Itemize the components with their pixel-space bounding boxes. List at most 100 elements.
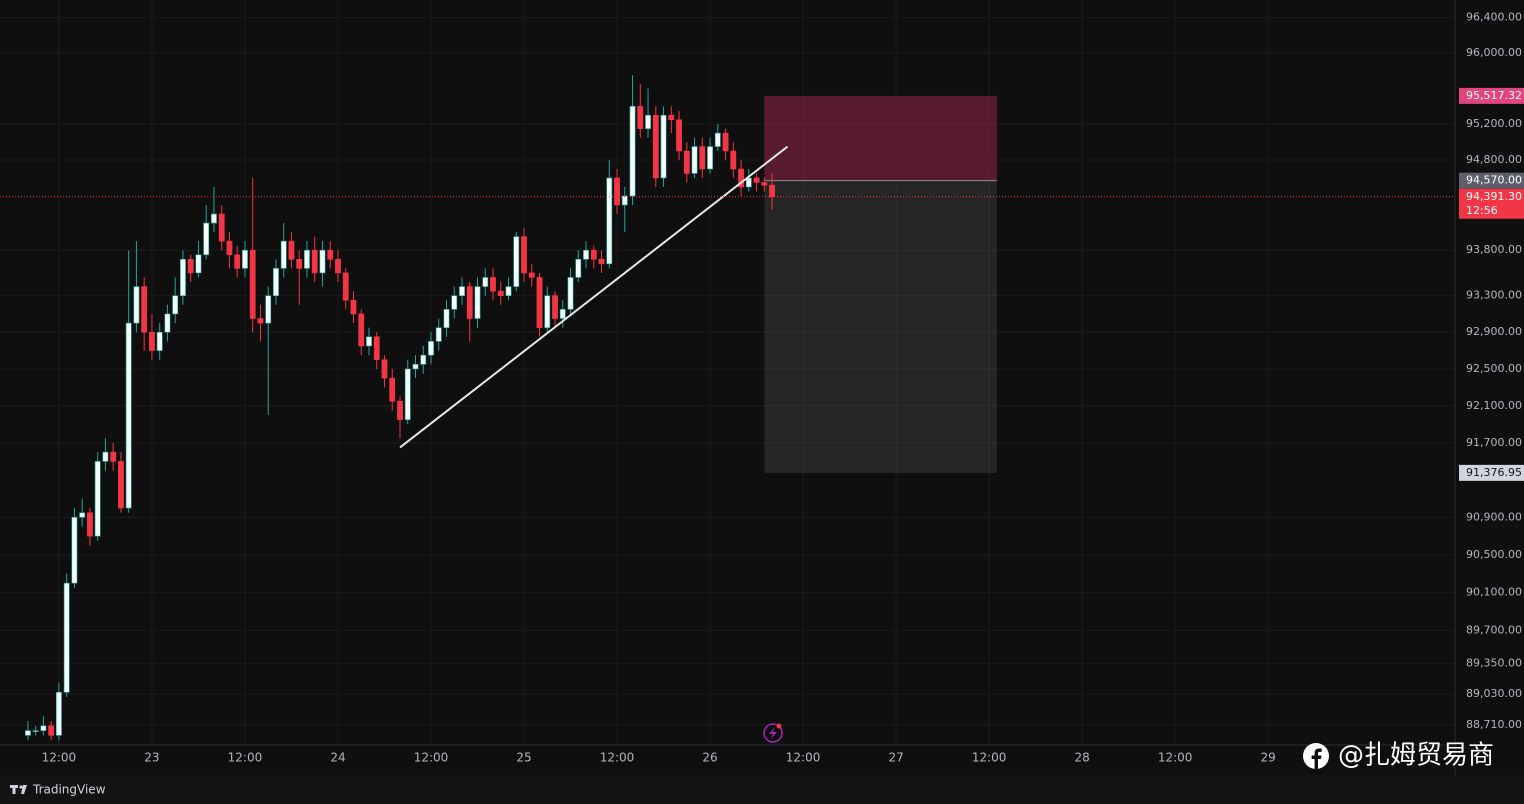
y-tick-label: 94,800.00 [1466, 153, 1522, 166]
candle-body [327, 249, 334, 260]
trendline[interactable] [399, 145, 789, 449]
candle-body [63, 582, 70, 693]
candle-body [187, 258, 194, 274]
candle-body [381, 359, 388, 379]
candle-body [714, 132, 721, 147]
candle-body [141, 286, 148, 333]
candle-body [459, 286, 465, 296]
target-zone[interactable] [764, 180, 997, 473]
footer-bar [0, 775, 1524, 804]
candle-body [71, 517, 78, 584]
candle-body [490, 277, 496, 292]
price-label-box [1459, 464, 1524, 481]
candle-body [606, 177, 613, 265]
candle-body [738, 168, 744, 188]
candle-body [745, 177, 752, 188]
candle-body [621, 195, 628, 206]
candle-body [226, 240, 233, 256]
x-tick-label: 28 [1075, 751, 1090, 765]
candle-body [559, 309, 566, 319]
grid [0, 0, 1455, 745]
y-tick-label: 91,700.00 [1466, 436, 1522, 449]
x-tick-label: 12:00 [42, 751, 77, 765]
y-tick-label: 93,800.00 [1466, 243, 1522, 256]
candle-body [482, 277, 489, 287]
candle-body [513, 236, 520, 287]
y-tick-label: 89,030.00 [1466, 687, 1522, 700]
candle-body [257, 318, 264, 324]
x-tick-label: 23 [144, 751, 159, 765]
candle-body [342, 272, 349, 301]
candle-body [528, 272, 535, 278]
brand-logo[interactable] [10, 785, 27, 794]
candle-body [637, 106, 644, 129]
price-label: 94,570.00 [1466, 174, 1522, 187]
candle-body [575, 258, 582, 278]
candle-body [218, 213, 225, 242]
candle-body [660, 114, 667, 179]
candle-body [466, 286, 473, 319]
x-tick-label: 12:00 [786, 751, 821, 765]
candle-body [552, 295, 558, 319]
y-tick-label: 90,900.00 [1466, 510, 1522, 523]
candle-body [645, 114, 651, 129]
lightning-icon[interactable] [763, 723, 783, 743]
price-label: 95,517.32 [1466, 89, 1522, 102]
candle-body [521, 236, 527, 274]
axes: 12:00 23 12:00 24 12:00 25 12:00 26 12:00 27 12:00… [42, 11, 1524, 765]
candle-body [102, 451, 109, 462]
x-tick-label: 27 [888, 751, 903, 765]
candle-body [32, 730, 39, 732]
y-tick-label: 89,350.00 [1466, 657, 1522, 670]
candle-body [435, 327, 442, 342]
candle-body [133, 286, 140, 324]
y-tick-label: 93,300.00 [1466, 289, 1522, 302]
stop-zone[interactable] [764, 95, 997, 181]
facebook-icon [1303, 743, 1329, 769]
candles [25, 75, 775, 741]
candle-body [544, 295, 551, 328]
candle-body [443, 309, 450, 328]
candle-body [149, 331, 155, 351]
candle-body [180, 258, 186, 296]
position-tool[interactable] [764, 95, 997, 473]
y-tick-label: 88,710.00 [1466, 718, 1522, 731]
y-tick-label: 90,500.00 [1466, 548, 1522, 561]
candle-body [652, 114, 659, 179]
candle-body [683, 150, 690, 174]
candle-body [242, 249, 248, 269]
candle-body [366, 336, 372, 347]
candle-body [288, 240, 295, 260]
candle-body [265, 295, 272, 324]
x-tick-label: 26 [702, 751, 717, 765]
x-tick-label: 12:00 [1158, 751, 1193, 765]
candle-body [48, 725, 55, 736]
candle-body [40, 725, 47, 731]
price-label-box [1459, 172, 1524, 189]
candle-body [412, 364, 419, 370]
candle-body [156, 331, 163, 351]
brand-name[interactable]: TradingView [32, 783, 106, 797]
candle-body [87, 512, 93, 537]
candle-body [590, 249, 597, 260]
candle-body [164, 313, 171, 333]
candle-body [389, 377, 396, 402]
candle-body [249, 249, 256, 319]
price-label: 91,376.95 [1466, 466, 1522, 479]
candle-body [373, 336, 380, 361]
candle-body [428, 341, 434, 356]
x-tick-label: 29 [1261, 751, 1276, 765]
y-tick-label: 95,200.00 [1466, 117, 1522, 130]
candle-body [203, 222, 210, 256]
candle-body [598, 258, 605, 265]
watermark: @扎姆贸易商 [1338, 741, 1494, 771]
candle-body [404, 368, 411, 420]
candle-body [335, 258, 341, 274]
candle-body [350, 299, 357, 315]
candle-body [567, 277, 574, 310]
x-tick-label: 12:00 [972, 751, 1007, 765]
candle-body [319, 249, 326, 274]
candle-body [707, 146, 713, 170]
x-tick-label: 12:00 [228, 751, 263, 765]
candle-body [25, 730, 31, 736]
